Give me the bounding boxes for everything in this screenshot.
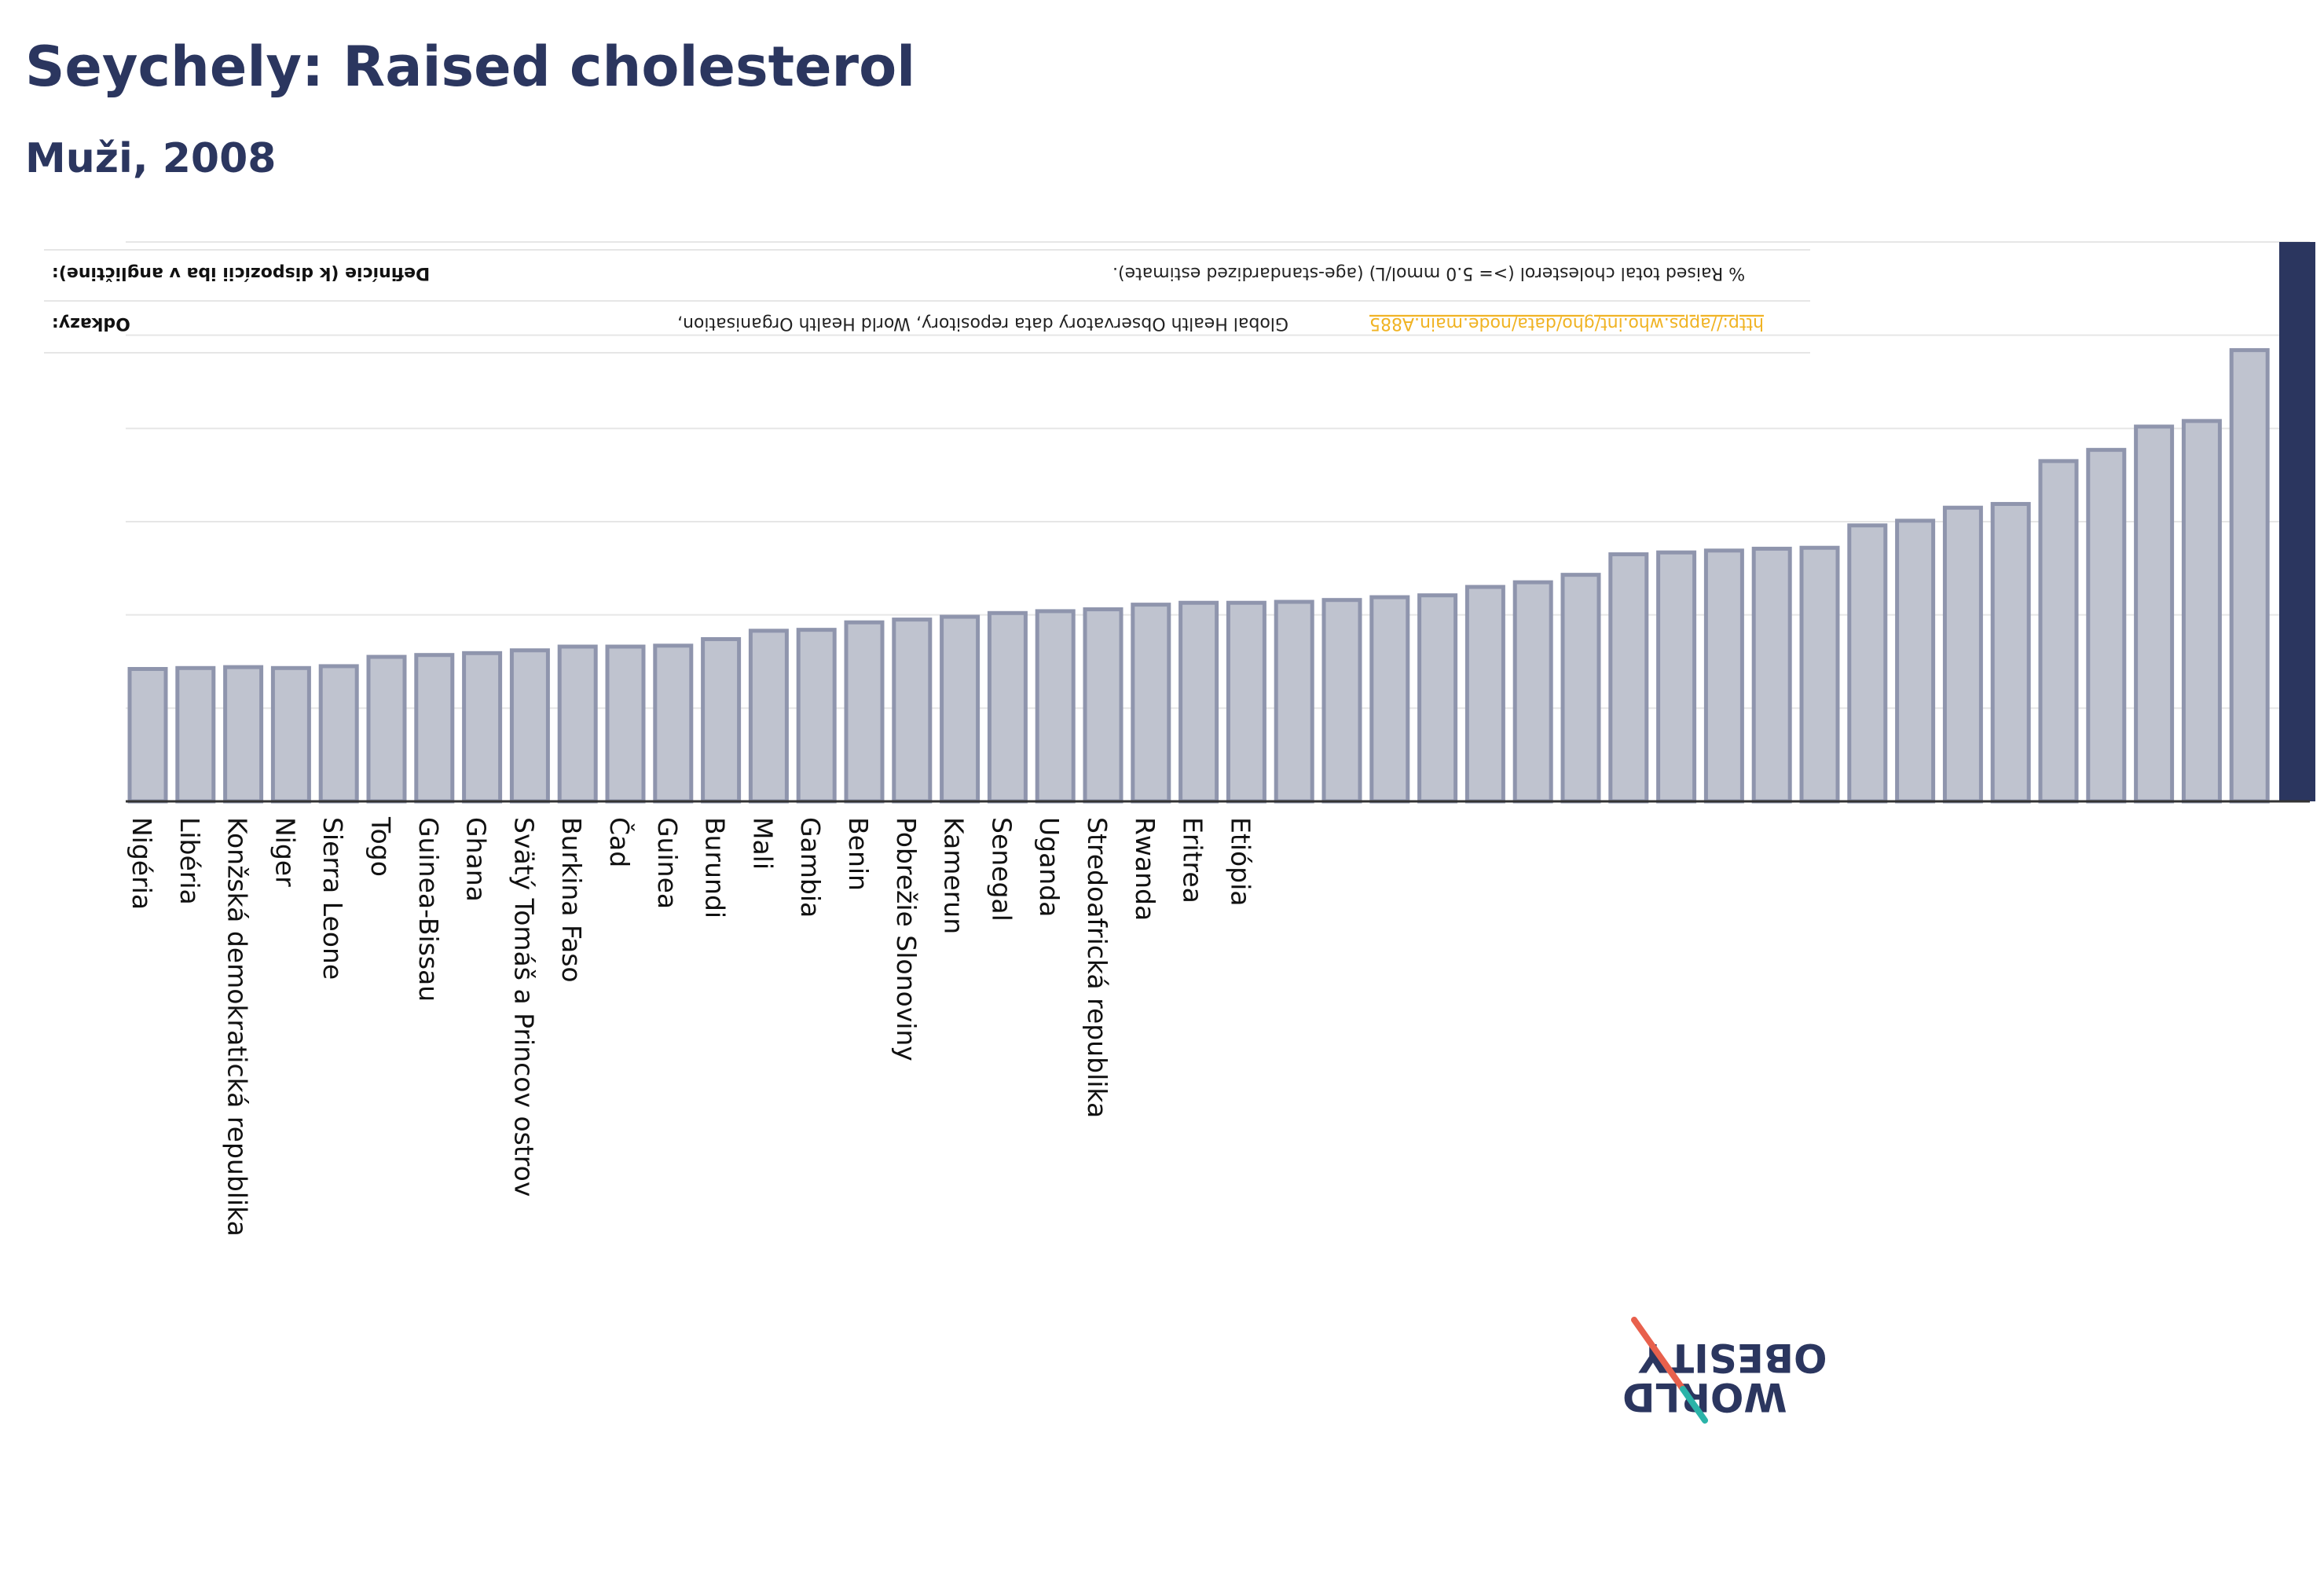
chart-subtitle: Muži, 2008 [25,135,277,182]
x-tick-label: Burundi [700,817,731,918]
bar [2086,448,2127,804]
bar [987,610,1028,804]
bar [270,665,311,804]
bar [1274,599,1314,804]
bar [1656,550,1697,804]
x-tick-label: Konžská demokratická republika [222,817,253,1237]
x-tick-label: Togo [365,816,396,877]
bar [1321,598,1362,804]
bar [748,629,789,804]
logo-stroke-coral [1631,1317,1686,1392]
bar [1751,546,1792,804]
bar [1799,545,1840,804]
x-tick-label: Senegal [986,817,1017,922]
bar [1990,501,2031,804]
bar [2229,348,2270,804]
x-tick-label: Nigéria [126,817,157,910]
x-tick-label: Stredoafrická republika [1082,817,1113,1118]
x-tick-label: Gambia [795,817,826,918]
x-tick-label: Rwanda [1130,817,1160,921]
bar [1369,595,1410,804]
definition-label: Definície (k dispozícii iba v angličtine… [52,263,430,283]
references-link[interactable]: http://apps.who.int/gho/data/node.main.A… [1369,313,1764,333]
bar [1847,523,1888,804]
x-tick-label: Kamerun [939,817,970,934]
x-tick-label: Sierra Leone [317,817,348,980]
bar [414,653,455,804]
bar-highlight [2279,242,2315,801]
bar [1226,600,1266,804]
x-tick-label: Ghana [461,817,492,902]
bar [844,620,885,804]
bar [1942,505,1983,804]
bar [1417,593,1458,804]
bar [1035,609,1076,804]
x-tick-label: Pobrežie Slonoviny [891,817,922,1061]
bar [366,654,407,804]
bar [318,664,359,804]
x-tick-label: Guinea [652,817,683,909]
bar [1560,573,1601,804]
logo-stroke-teal [1680,1386,1708,1424]
info-table: Definície (k dispozícii iba v angličtine… [44,249,1810,354]
world-obesity-logo: OBESITY WORLD [1622,1317,1827,1424]
bar [557,644,598,804]
x-tick-label: Libéria [174,817,205,905]
definition-value: % Raised total cholesterol (>= 5.0 mmol/… [1113,263,1745,283]
x-tick-label: Mali [747,817,778,870]
bar [509,648,550,804]
bar [1608,552,1649,804]
references-value: Global Health Observatory data repositor… [677,313,1288,333]
x-tick-label: Niger [269,817,300,887]
bar [1703,548,1744,804]
chart-title: Seychely: Raised cholesterol [25,35,916,99]
bar [1895,519,1936,804]
bars [127,242,2315,804]
x-tick-label: Guinea-Bissau [413,817,444,1002]
references-label: Odkazy: [52,313,130,333]
bar [2038,459,2079,804]
bar [1178,600,1219,804]
bar [1083,607,1124,804]
bar [2181,419,2222,804]
x-tick-label: Burkina Faso [556,817,587,983]
bar [701,637,742,804]
bar [462,651,503,804]
x-tick-label: Svätý Tomáš a Princov ostrov [508,817,539,1197]
bar [1464,585,1505,804]
bar [223,665,264,804]
logo-text-world: WORLD [1622,1374,1787,1420]
bar [127,666,168,804]
x-tick-label: Uganda [1034,817,1065,917]
bar [940,614,981,804]
bar [605,644,646,804]
x-tick-label: Etiópia [1225,817,1255,907]
bar [892,618,933,804]
x-tick-label: Eritrea [1178,817,1208,903]
x-tick-label: Čad [604,817,636,867]
logo-text-obesity: OBESITY [1638,1335,1827,1380]
bar [796,628,837,804]
bar [2134,424,2175,804]
bar [175,665,216,804]
bar [1131,603,1171,804]
x-tick-label: Benin [843,817,874,891]
bar [1512,580,1553,804]
bar [653,643,694,804]
category-labels: Nigéria Libéria Konžská demokratická repub… [126,816,1255,1237]
